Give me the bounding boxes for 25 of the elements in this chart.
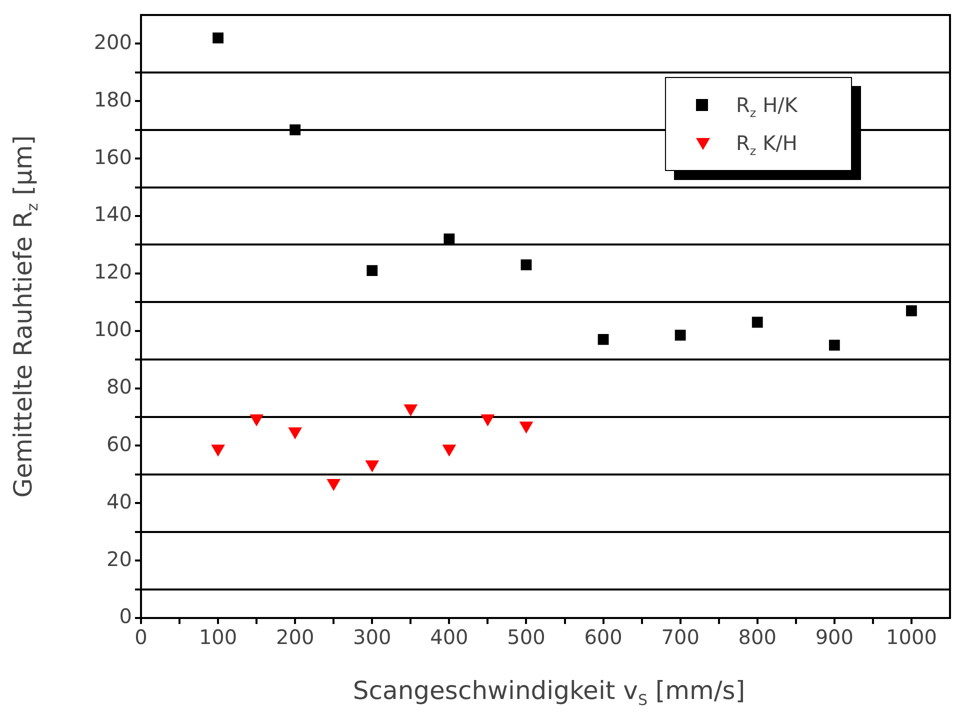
y-tick-label: 0 xyxy=(119,604,132,628)
x-tick-label: 200 xyxy=(276,625,314,650)
x-tick-label: 0 xyxy=(134,625,148,650)
x-tick-label: 900 xyxy=(815,625,854,650)
y-tick-label: 40 xyxy=(106,489,132,514)
y-tick-label: 180 xyxy=(94,87,132,112)
y-tick-label: 200 xyxy=(94,30,132,54)
y-tick-label: 100 xyxy=(94,317,132,342)
x-axis-title: Scangeschwindigkeit v$_{S}$ [mm/s] xyxy=(352,676,746,709)
y-tick-label: 120 xyxy=(94,260,132,284)
y-tick-label: 20 xyxy=(106,546,132,571)
y-tick-label: 60 xyxy=(106,432,132,456)
x-tick-label: 300 xyxy=(353,625,392,650)
x-tick-label: 700 xyxy=(661,625,700,650)
x-tick-label: 1000 xyxy=(886,625,937,650)
x-tick-label: 800 xyxy=(738,625,776,650)
x-tick-label: 100 xyxy=(198,625,238,650)
y-tick-label: 140 xyxy=(94,202,132,226)
legend-label: R$_{z}$ H/K xyxy=(736,93,798,120)
x-tick-label: 500 xyxy=(507,625,546,650)
x-tick-label: 600 xyxy=(584,625,622,650)
y-tick-label: 160 xyxy=(94,144,132,169)
y-tick-label: 80 xyxy=(106,374,132,398)
legend-label: R$_{z}$ K/H xyxy=(736,131,798,158)
x-tick-label: 400 xyxy=(430,625,468,650)
